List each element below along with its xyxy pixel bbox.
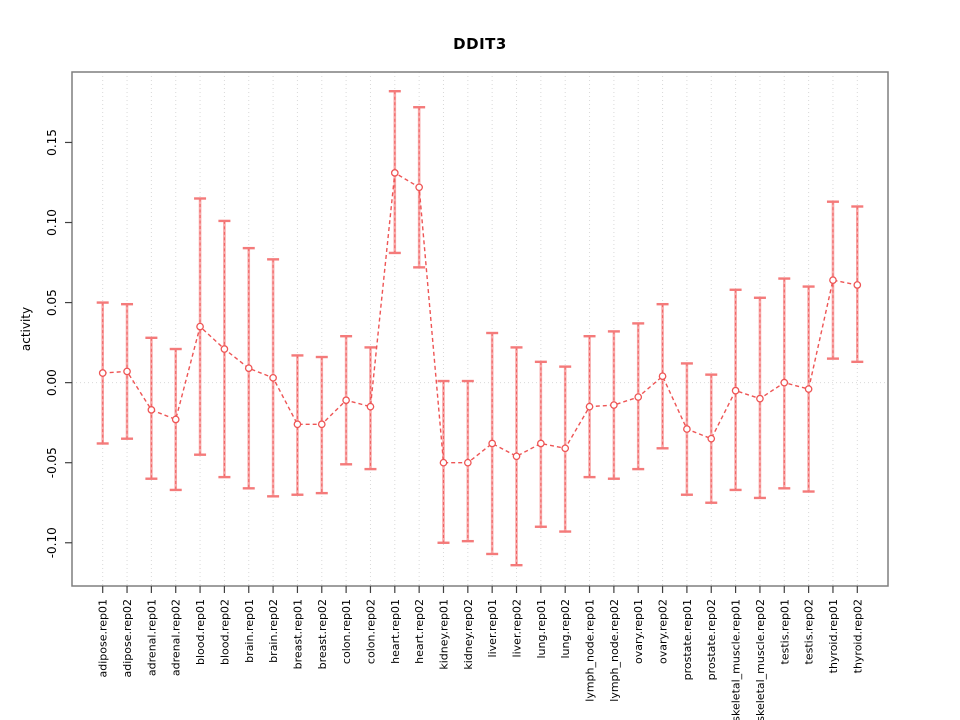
series-line <box>102 171 858 464</box>
data-point <box>707 434 716 443</box>
data-point <box>123 367 131 376</box>
x-tick-label: kidney.rep01 <box>437 599 450 670</box>
data-point <box>561 444 570 453</box>
x-tick-label: liver.rep02 <box>511 599 524 657</box>
y-tick-label: 0.10 <box>45 209 59 236</box>
x-tick-label: lymph_node.rep01 <box>584 599 597 702</box>
data-point <box>317 420 326 429</box>
data-point <box>366 402 375 411</box>
data-point <box>463 458 472 467</box>
x-tick-label: lung.rep01 <box>535 599 548 659</box>
data-point <box>244 364 253 373</box>
x-tick-label: blood.rep02 <box>218 599 231 665</box>
data-point <box>804 385 813 393</box>
data-point <box>147 406 156 414</box>
data-point <box>731 386 740 395</box>
x-tick-label: skeletal_muscle.rep01 <box>730 599 743 720</box>
data-point <box>756 394 764 403</box>
x-tick-label: lymph_node.rep02 <box>608 599 621 702</box>
x-tick-label: adipose.rep02 <box>121 599 134 678</box>
data-point <box>196 322 204 331</box>
x-tick-label: prostate.rep02 <box>705 599 718 680</box>
x-tick-label: thyroid.rep01 <box>827 599 840 673</box>
data-point <box>342 396 350 405</box>
x-tick-label: adrenal.rep01 <box>145 599 158 676</box>
data-point <box>683 425 691 433</box>
data-point <box>390 169 399 177</box>
y-tick-label: 0.05 <box>45 289 59 316</box>
data-point <box>585 402 594 411</box>
x-tick-label: prostate.rep01 <box>681 599 694 680</box>
x-tick-label: ovary.rep02 <box>657 599 670 664</box>
x-tick-label: testis.rep02 <box>803 599 816 664</box>
y-tick-label: -0.05 <box>45 447 59 478</box>
data-point <box>439 458 448 467</box>
data-point <box>171 415 180 424</box>
x-tick-label: colon.rep02 <box>364 599 377 664</box>
x-tick-label: adrenal.rep02 <box>170 599 183 676</box>
data-point <box>488 439 497 448</box>
x-tick-label: adipose.rep01 <box>97 599 110 678</box>
x-tick-label: thyroid.rep02 <box>851 599 864 673</box>
x-tick-label: brain.rep01 <box>243 599 256 663</box>
data-point <box>853 281 862 289</box>
data-point <box>269 373 277 382</box>
data-point <box>220 345 229 353</box>
data-point <box>415 183 423 192</box>
x-tick-label: colon.rep01 <box>340 599 353 664</box>
x-tick-label: ovary.rep01 <box>632 599 645 664</box>
data-point <box>634 393 643 401</box>
data-point <box>780 378 789 387</box>
x-tick-label: breast.rep02 <box>316 599 329 669</box>
x-tick-label: brain.rep02 <box>267 599 280 663</box>
data-point <box>829 276 837 285</box>
x-tick-label: heart.rep01 <box>389 599 402 664</box>
y-tick-label: 0.00 <box>45 369 59 396</box>
data-point <box>512 452 521 461</box>
data-point <box>98 369 107 377</box>
data-point <box>537 439 545 448</box>
x-tick-label: lung.rep02 <box>559 599 572 659</box>
x-tick-label: skeletal_muscle.rep02 <box>754 599 767 720</box>
x-tick-label: blood.rep01 <box>194 599 207 665</box>
plot-border <box>71 71 889 587</box>
x-tick-label: liver.rep01 <box>486 599 499 657</box>
page-title: DDIT3 <box>453 35 507 53</box>
x-tick-label: testis.rep01 <box>778 599 791 664</box>
y-tick-label: 0.15 <box>45 129 59 156</box>
data-point <box>610 401 618 409</box>
x-tick-label: kidney.rep02 <box>462 599 475 670</box>
data-point <box>658 372 667 381</box>
data-point <box>293 420 302 429</box>
x-tick-label: heart.rep02 <box>413 599 426 664</box>
x-tick-label: breast.rep01 <box>291 599 304 669</box>
y-tick-label: -0.10 <box>45 527 59 558</box>
